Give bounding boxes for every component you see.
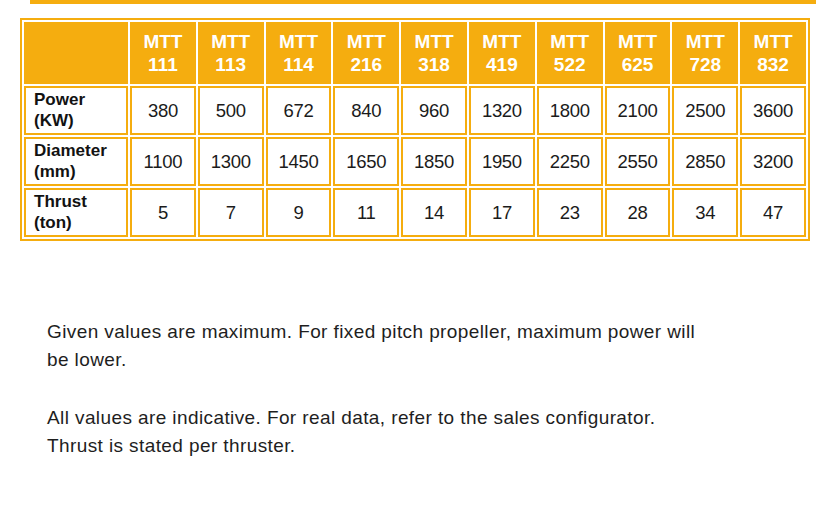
model-number: 216 [350,54,382,75]
model-number: 728 [689,54,721,75]
value-cell-diameter-mtt-318: 1850 [401,137,467,186]
model-prefix: MTT [279,31,318,52]
value-cell-power-mtt-113: 500 [198,86,264,135]
value-cell-thrust-mtt-625: 28 [605,188,671,237]
value-cell-power-mtt-832: 3600 [740,86,806,135]
value-cell-power-mtt-318: 960 [401,86,467,135]
value-cell-diameter-mtt-111: 1100 [130,137,196,186]
value-cell-power-mtt-216: 840 [333,86,399,135]
value-cell-power-mtt-111: 380 [130,86,196,135]
model-prefix: MTT [347,31,386,52]
model-number: 832 [757,54,789,75]
model-prefix: MTT [415,31,454,52]
column-header-mtt-419: MTT419 [469,22,535,84]
column-header-mtt-114: MTT114 [266,22,332,84]
model-number: 625 [622,54,654,75]
value-cell-diameter-mtt-625: 2550 [605,137,671,186]
column-header-mtt-522: MTT522 [537,22,603,84]
row-quantity-name: Diameter [34,141,107,160]
row-label-thrust: Thrust (ton) [24,188,128,237]
model-prefix: MTT [211,31,250,52]
model-prefix: MTT [754,31,793,52]
column-header-mtt-111: MTT111 [130,22,196,84]
thruster-spec-table: MTT111MTT113MTT114MTT216MTT318MTT419MTT5… [20,18,810,241]
model-number: 113 [215,54,246,75]
top-divider-line [30,0,816,4]
value-cell-diameter-mtt-419: 1950 [469,137,535,186]
value-cell-thrust-mtt-522: 23 [537,188,603,237]
value-cell-power-mtt-114: 672 [266,86,332,135]
row-quantity-name: Power [34,90,85,109]
row-quantity-unit: (ton) [34,213,72,232]
row-label-diameter: Diameter (mm) [24,137,128,186]
footnotes: Given values are maximum. For fixed pitc… [47,318,787,460]
column-header-mtt-728: MTT728 [672,22,738,84]
model-number: 111 [148,54,178,75]
value-cell-diameter-mtt-522: 2250 [537,137,603,186]
value-cell-diameter-mtt-832: 3200 [740,137,806,186]
note-line: All values are indicative. For real data… [47,407,655,428]
table-row-thrust: Thrust (ton) 57911141723283447 [24,188,806,237]
note-line: be lower. [47,349,127,370]
value-cell-thrust-mtt-216: 11 [333,188,399,237]
table-row-diameter: Diameter (mm) 1100130014501650185019502250… [24,137,806,186]
table-header: MTT111MTT113MTT114MTT216MTT318MTT419MTT5… [24,22,806,84]
note-line: Thrust is stated per thruster. [47,435,296,456]
column-header-mtt-318: MTT318 [401,22,467,84]
value-cell-diameter-mtt-113: 1300 [198,137,264,186]
column-header-mtt-625: MTT625 [605,22,671,84]
value-cell-diameter-mtt-728: 2850 [672,137,738,186]
model-prefix: MTT [482,31,521,52]
table-row-power: Power (KW) 3805006728409601320180021002500… [24,86,806,135]
table-corner-cell [24,22,128,84]
model-prefix: MTT [143,31,182,52]
value-cell-thrust-mtt-114: 9 [266,188,332,237]
model-number: 114 [283,54,314,75]
model-number: 522 [554,54,586,75]
note-max-values: Given values are maximum. For fixed pitc… [47,318,787,374]
value-cell-diameter-mtt-114: 1450 [266,137,332,186]
column-header-mtt-216: MTT216 [333,22,399,84]
value-cell-power-mtt-625: 2100 [605,86,671,135]
model-prefix: MTT [618,31,657,52]
value-cell-thrust-mtt-832: 47 [740,188,806,237]
model-number: 318 [418,54,450,75]
value-cell-thrust-mtt-111: 5 [130,188,196,237]
row-quantity-unit: (mm) [34,162,76,181]
note-indicative-values: All values are indicative. For real data… [47,404,787,460]
model-prefix: MTT [686,31,725,52]
value-cell-power-mtt-522: 1800 [537,86,603,135]
row-quantity-name: Thrust [34,192,87,211]
column-header-mtt-113: MTT113 [198,22,264,84]
value-cell-power-mtt-728: 2500 [672,86,738,135]
model-prefix: MTT [550,31,589,52]
model-number: 419 [486,54,518,75]
table-header-row: MTT111MTT113MTT114MTT216MTT318MTT419MTT5… [24,22,806,84]
row-label-power: Power (KW) [24,86,128,135]
value-cell-diameter-mtt-216: 1650 [333,137,399,186]
column-header-mtt-832: MTT832 [740,22,806,84]
value-cell-thrust-mtt-113: 7 [198,188,264,237]
value-cell-power-mtt-419: 1320 [469,86,535,135]
value-cell-thrust-mtt-419: 17 [469,188,535,237]
value-cell-thrust-mtt-728: 34 [672,188,738,237]
value-cell-thrust-mtt-318: 14 [401,188,467,237]
note-line: Given values are maximum. For fixed pitc… [47,321,695,342]
table-body: Power (KW) 3805006728409601320180021002500… [24,86,806,237]
row-quantity-unit: (KW) [34,111,74,130]
